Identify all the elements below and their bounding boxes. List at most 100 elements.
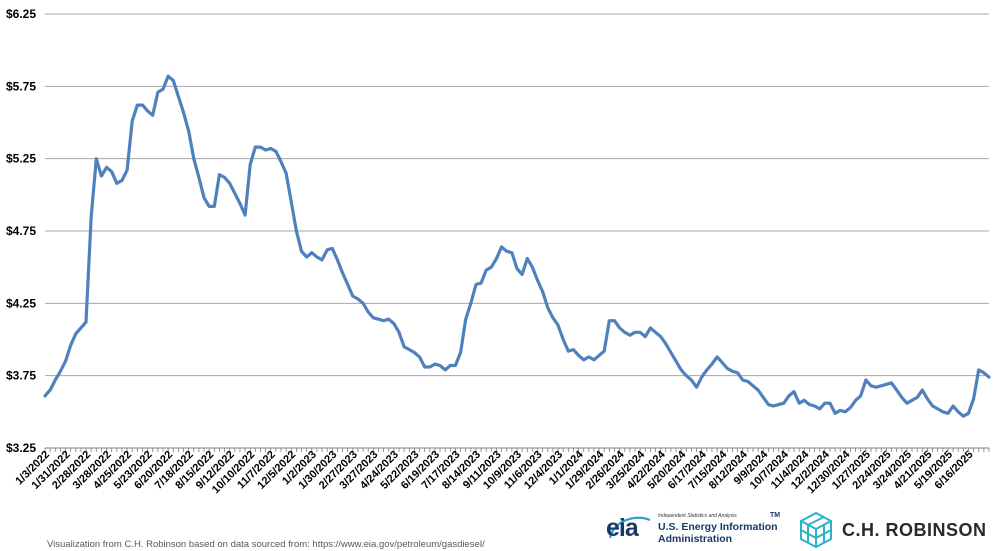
data-point [936, 407, 939, 411]
data-point [839, 409, 842, 412]
y-tick-label: $4.25 [6, 296, 36, 310]
data-point [685, 374, 688, 377]
data-point [608, 319, 611, 322]
data-point [228, 182, 231, 185]
data-point [746, 380, 750, 383]
data-point [649, 326, 652, 330]
data-point [331, 247, 334, 250]
data-point [582, 358, 585, 361]
data-point [120, 179, 124, 182]
data-point [254, 145, 257, 149]
data-point [69, 344, 72, 347]
data-point [402, 345, 406, 348]
data-point [341, 271, 344, 275]
data-point [320, 258, 324, 262]
data-point [721, 361, 724, 364]
data-point [356, 297, 360, 301]
data-point [982, 371, 986, 374]
data-point [520, 273, 524, 276]
data-point [690, 378, 693, 382]
data-point [741, 378, 744, 382]
data-point [644, 335, 647, 338]
data-point [967, 412, 970, 415]
data-point [731, 370, 734, 373]
chrobinson-cube-icon [800, 511, 832, 549]
data-point [797, 401, 801, 405]
data-point [105, 166, 108, 169]
data-point [700, 375, 703, 379]
data-point [151, 114, 154, 117]
data-point [633, 331, 637, 334]
data-point [115, 182, 119, 185]
data-point [787, 394, 791, 398]
data-point [166, 75, 170, 78]
data-point [828, 401, 832, 405]
data-point [592, 358, 596, 361]
data-point [172, 79, 175, 82]
data-point [182, 111, 185, 114]
data-point [941, 410, 945, 414]
data-point [218, 173, 221, 176]
data-point [310, 251, 313, 254]
data-point [64, 360, 67, 363]
data-point [946, 412, 950, 415]
y-tick-label: $5.25 [6, 152, 36, 166]
data-point [792, 390, 796, 393]
data-point [531, 265, 534, 269]
y-axis-ticks: $6.25 $5.75 $5.25 $4.75 $4.25 $3.75 $3.25 [6, 7, 36, 455]
chrobinson-logo: C.H. ROBINSON [798, 511, 998, 551]
data-point [526, 257, 529, 260]
eia-trademark: TM [770, 512, 781, 519]
data-point [110, 170, 113, 173]
data-point [669, 351, 673, 354]
data-point [951, 404, 955, 408]
data-point [869, 384, 873, 387]
data-point [279, 160, 283, 163]
source-credit: Visualization from C.H. Robinson based o… [47, 539, 485, 550]
data-point [567, 349, 570, 353]
data-point [536, 278, 539, 282]
data-point [618, 326, 621, 330]
data-point [972, 397, 975, 401]
data-point [464, 318, 467, 321]
data-point [726, 367, 729, 370]
data-point [577, 354, 580, 357]
data-point [413, 351, 416, 354]
data-point [367, 310, 370, 314]
data-point [490, 265, 493, 269]
data-point [125, 169, 129, 172]
y-tick-label: $3.25 [6, 441, 36, 455]
data-point [715, 355, 719, 359]
data-point [751, 384, 755, 387]
data-point [813, 404, 816, 408]
data-point [438, 364, 442, 367]
x-axis-ticks: 1/3/20221/31/20222/28/20223/28/20224/25/… [13, 448, 975, 496]
data-point [54, 378, 57, 382]
data-point [926, 397, 929, 401]
data-point [905, 401, 909, 405]
data-point [387, 318, 390, 321]
data-point [315, 255, 319, 259]
data-point [628, 333, 632, 337]
data-point [485, 268, 488, 272]
data-point [880, 384, 883, 387]
data-point [613, 319, 616, 322]
data-point [74, 332, 77, 335]
data-point [977, 368, 980, 372]
data-point [561, 338, 565, 341]
data-point [372, 316, 375, 319]
data-point [659, 335, 662, 338]
data-point [79, 326, 83, 330]
y-tick-label: $5.75 [6, 79, 36, 93]
data-point [874, 386, 878, 389]
data-point [382, 319, 385, 322]
data-point [156, 90, 160, 94]
data-point [515, 267, 519, 270]
data-point [249, 163, 252, 166]
data-point [351, 294, 355, 298]
data-point [495, 257, 498, 260]
data-point [84, 320, 88, 324]
data-point [274, 150, 278, 153]
data-point [454, 364, 457, 367]
data-point [161, 88, 165, 91]
